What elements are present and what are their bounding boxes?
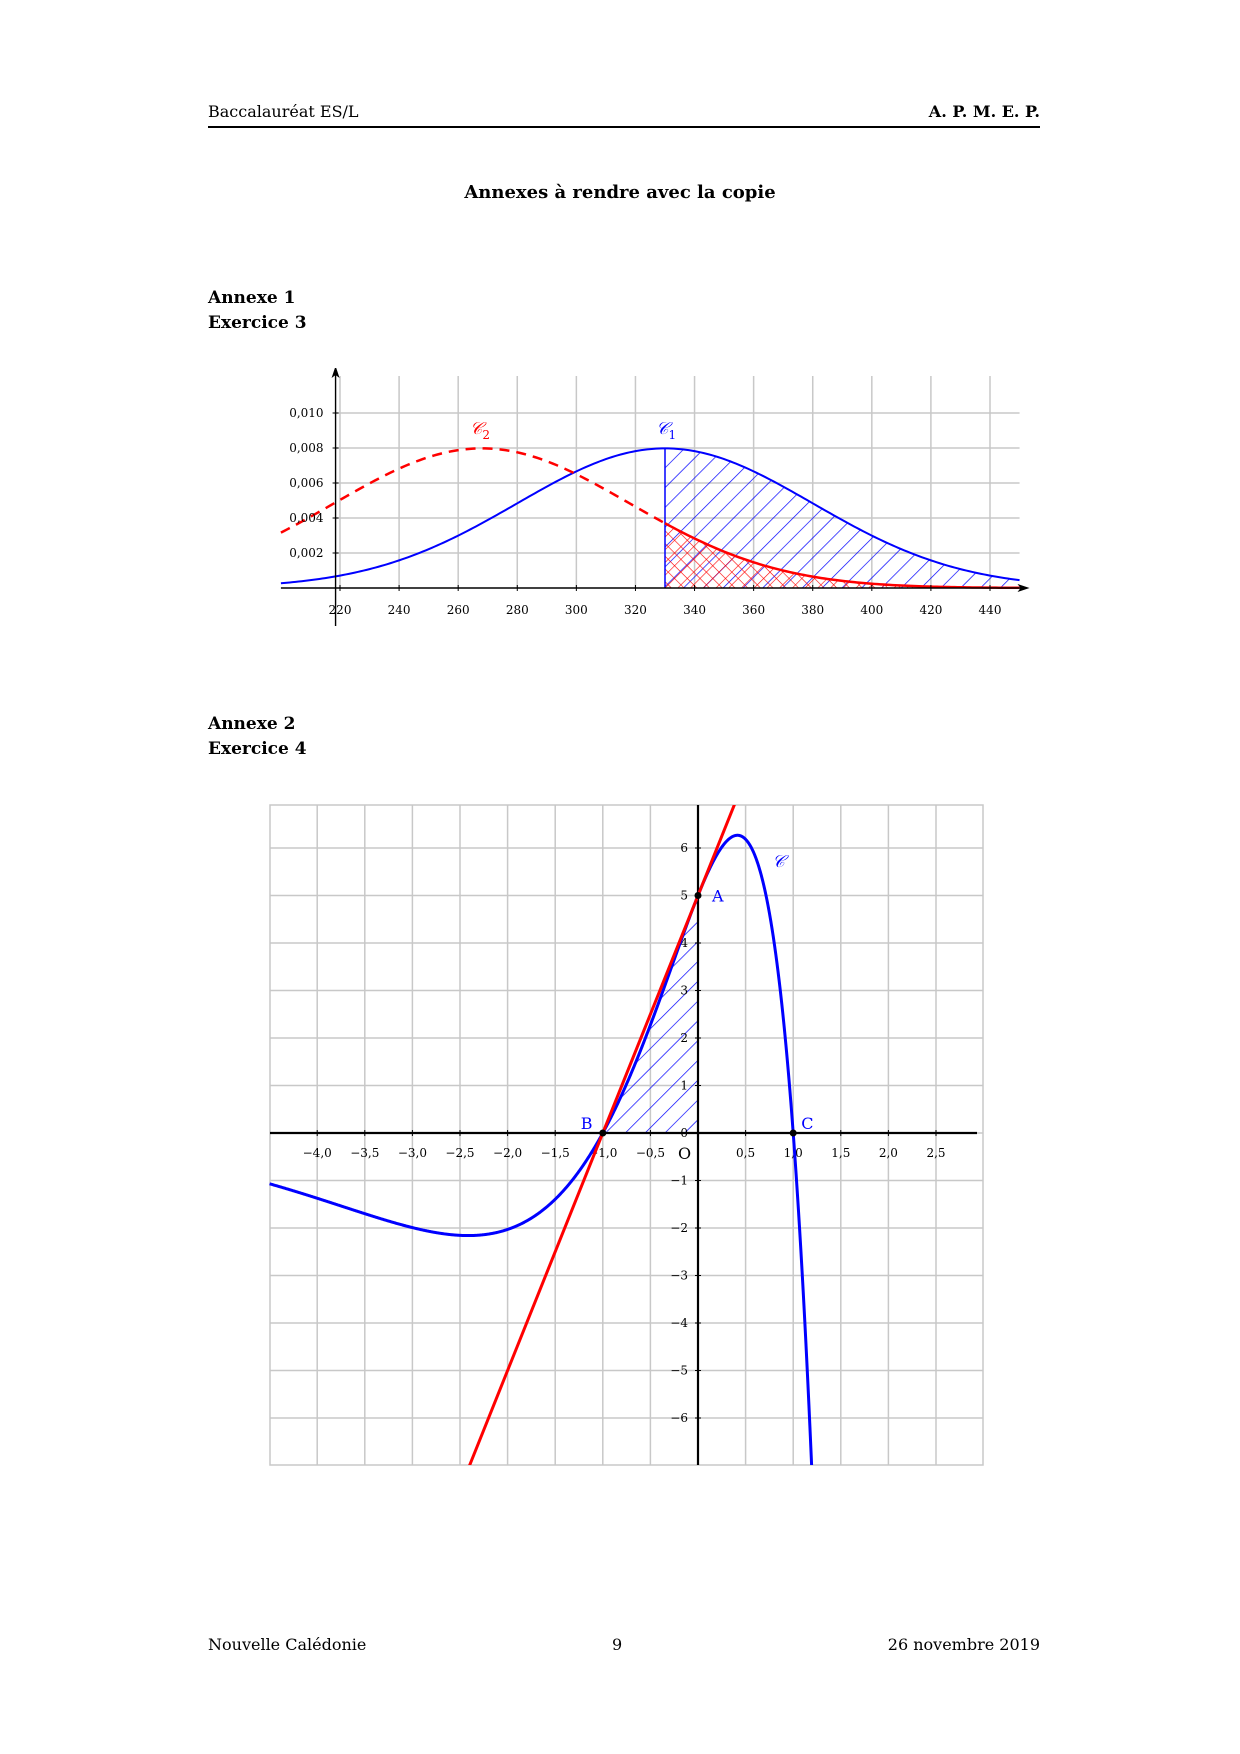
- shaded-area: [602, 895, 698, 1133]
- curve-label-c1: 𝒞1: [656, 419, 676, 442]
- point-label-b: B: [581, 1114, 593, 1133]
- page-title: Annexes à rendre avec la copie: [464, 182, 776, 203]
- annexe1-heading: Annexe 1 Exercice 3: [208, 286, 307, 336]
- y-tick-label: 4: [680, 936, 688, 950]
- x-tick-label: 2,0: [879, 1146, 898, 1160]
- point-c: [789, 1129, 797, 1137]
- y-tick-label: 0,010: [289, 406, 323, 420]
- curve-label-c2: 𝒞2: [470, 419, 490, 442]
- x-tick-label: 400: [860, 603, 883, 617]
- origin-label: O: [678, 1144, 691, 1163]
- shaded-area-c2: [665, 523, 1020, 588]
- y-axis-arrow: [331, 368, 340, 378]
- y-tick-label: 0,008: [289, 441, 323, 455]
- x-tick-label: 2,5: [926, 1146, 945, 1160]
- y-tick-label: 0,002: [289, 546, 323, 560]
- curve-c1: [280, 447, 1020, 585]
- y-tick-label: −4: [670, 1316, 688, 1330]
- x-tick-label: 240: [388, 603, 411, 617]
- grid-frame: [269, 804, 984, 1466]
- x-tick-label: −2,5: [445, 1146, 474, 1160]
- y-tick-label: 2: [680, 1031, 688, 1045]
- x-tick-label: 360: [742, 603, 765, 617]
- function-curve-chart: −4,0 −3,5 −3,0 −2,5 −2,0 −1,5 −1,0 −0,5 0,5 1,0 1,…: [269, 804, 984, 1466]
- annexe2-heading: Annexe 2 Exercice 4: [208, 712, 307, 762]
- x-tick-label: −0,5: [636, 1146, 665, 1160]
- origin-zero-label: 0: [680, 1126, 688, 1140]
- x-tick-label: 440: [979, 603, 1002, 617]
- x-tick-label: −3,0: [398, 1146, 427, 1160]
- x-tick-label: 260: [447, 603, 470, 617]
- header-rule: [208, 126, 1040, 128]
- x-tick-label: 0,5: [736, 1146, 755, 1160]
- footer-right: 26 novembre 2019: [887, 1635, 1040, 1654]
- curve-label-sub: 2: [482, 428, 490, 442]
- x-tick-label: 1,5: [831, 1146, 850, 1160]
- y-tick-label: 6: [680, 841, 688, 855]
- point-label-a: A: [711, 887, 724, 906]
- y-tick-label: −6: [670, 1411, 688, 1425]
- annexe1-title: Annexe 1: [208, 288, 296, 308]
- x-tick-label: 220: [329, 603, 352, 617]
- y-tick-label: 5: [680, 889, 688, 903]
- x-axis-arrow: [1017, 584, 1030, 592]
- header-right: A. P. M. E. P.: [928, 102, 1040, 121]
- curve-c2-solid: [664, 522, 1020, 590]
- point-b: [599, 1129, 607, 1137]
- annexe2-title: Annexe 2: [208, 714, 296, 734]
- x-tick-label: 280: [506, 603, 529, 617]
- y-tick-label: 0,004: [289, 511, 324, 525]
- y-tick-label: 1: [680, 1079, 688, 1093]
- x-tick-label: −1,5: [541, 1146, 570, 1160]
- y-tick-label: 0,006: [289, 476, 323, 490]
- x-tick-label: 420: [919, 603, 942, 617]
- y-tick-label: −5: [670, 1364, 688, 1378]
- x-tick-label: 320: [624, 603, 647, 617]
- y-tick-label: −2: [670, 1221, 688, 1235]
- y-tick-label: 3: [680, 984, 688, 998]
- x-tick-label: −3,5: [350, 1146, 379, 1160]
- curve-c2-dashed: [280, 447, 666, 534]
- normal-curves-chart: 220 240 260 280 300 320 340 360 380 400 420 440 0,00…: [280, 368, 1030, 626]
- footer-left: Nouvelle Calédonie: [208, 1635, 367, 1654]
- x-tick-label: −2,0: [493, 1146, 522, 1160]
- x-tick-label: 340: [683, 603, 706, 617]
- x-tick-label: 300: [565, 603, 588, 617]
- y-tick-label: −1: [670, 1174, 688, 1188]
- annexe1-subtitle: Exercice 3: [208, 313, 307, 333]
- curve-label-sub: 1: [669, 428, 677, 442]
- shaded-area-c1: [665, 448, 1020, 588]
- y-tick-label: −3: [670, 1269, 688, 1283]
- curve-label-c: 𝒞: [772, 852, 789, 872]
- point-label-c: C: [801, 1114, 813, 1133]
- x-tick-label: −4,0: [303, 1146, 332, 1160]
- x-tick-label: 380: [801, 603, 824, 617]
- header-left: Baccalauréat ES/L: [208, 102, 359, 121]
- footer-page-number: 9: [612, 1635, 623, 1654]
- curve-c: [269, 833, 814, 1465]
- point-a: [694, 892, 702, 899]
- annexe2-subtitle: Exercice 4: [208, 739, 307, 759]
